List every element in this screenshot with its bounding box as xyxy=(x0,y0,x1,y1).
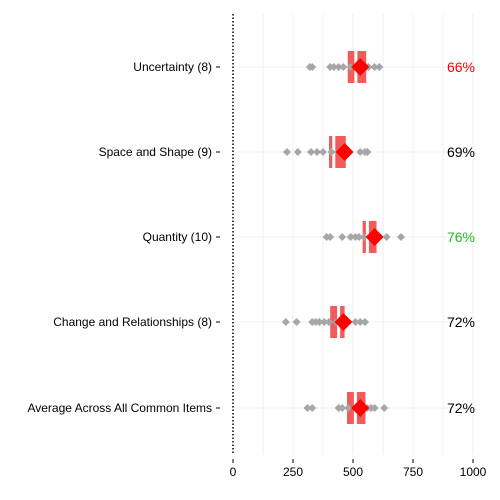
data-point xyxy=(338,404,347,412)
percent-label: 72% xyxy=(447,400,475,416)
percent-labels: 66% 69% 76% 72% 72% xyxy=(447,59,475,416)
percent-label: 76% xyxy=(447,229,475,245)
data-point xyxy=(356,318,365,326)
data-point xyxy=(308,63,317,71)
data-point xyxy=(307,148,315,156)
data-point xyxy=(397,233,405,241)
data-point xyxy=(370,63,379,71)
data-point xyxy=(382,233,391,241)
category-label: Change and Relationships (8) xyxy=(53,315,212,329)
data-point xyxy=(346,233,355,241)
x-tick-label: 500 xyxy=(343,465,363,479)
data-point xyxy=(346,63,355,71)
data-point xyxy=(351,318,360,326)
data-point xyxy=(320,318,329,326)
data-point xyxy=(303,404,312,412)
data-point xyxy=(329,63,338,71)
x-tick-label: 750 xyxy=(403,465,423,479)
data-point xyxy=(327,148,336,156)
category-labels: Uncertainty (8) Space and Shape (9) Quanti… xyxy=(27,60,220,415)
data-point xyxy=(281,318,290,326)
category-group xyxy=(303,392,389,424)
data-point xyxy=(325,318,333,326)
percent-label: 66% xyxy=(447,59,475,75)
category-label: Quantity (10) xyxy=(143,230,212,244)
data-point xyxy=(359,233,368,241)
data-point xyxy=(380,404,389,412)
data-point xyxy=(344,404,353,412)
data-point xyxy=(292,318,301,326)
data-point xyxy=(334,63,343,71)
data-point xyxy=(319,148,327,156)
mean-marker xyxy=(351,399,370,417)
data-point xyxy=(361,318,369,326)
data-point xyxy=(370,404,379,412)
data-point xyxy=(363,148,372,156)
data-point xyxy=(355,233,363,241)
data-point xyxy=(375,63,384,71)
mean-marker xyxy=(334,313,353,331)
data-point xyxy=(283,148,291,156)
percent-label: 72% xyxy=(447,314,475,330)
percent-label: 69% xyxy=(447,144,475,160)
data-point xyxy=(293,148,302,156)
data-point xyxy=(326,233,335,241)
category-group xyxy=(281,306,369,338)
data-point xyxy=(338,233,347,241)
data-point xyxy=(356,148,365,156)
data-point xyxy=(339,63,348,71)
x-axis: 0 250 500 750 1000 xyxy=(230,459,487,479)
data-point xyxy=(308,404,317,412)
mean-marker xyxy=(365,228,384,246)
category-label: Space and Shape (9) xyxy=(99,145,212,159)
category-group xyxy=(322,221,405,253)
mean-marker xyxy=(335,143,354,161)
x-tick-label: 1000 xyxy=(460,465,487,479)
data-point xyxy=(313,148,321,156)
mean-marker xyxy=(351,58,370,76)
x-tick-label: 0 xyxy=(230,465,237,479)
category-label: Average Across All Common Items xyxy=(27,401,212,415)
category-label: Uncertainty (8) xyxy=(133,60,212,74)
data-point xyxy=(315,318,324,326)
category-group xyxy=(305,51,384,83)
data-marks xyxy=(281,51,405,424)
category-group xyxy=(283,136,372,168)
x-tick-label: 250 xyxy=(283,465,303,479)
